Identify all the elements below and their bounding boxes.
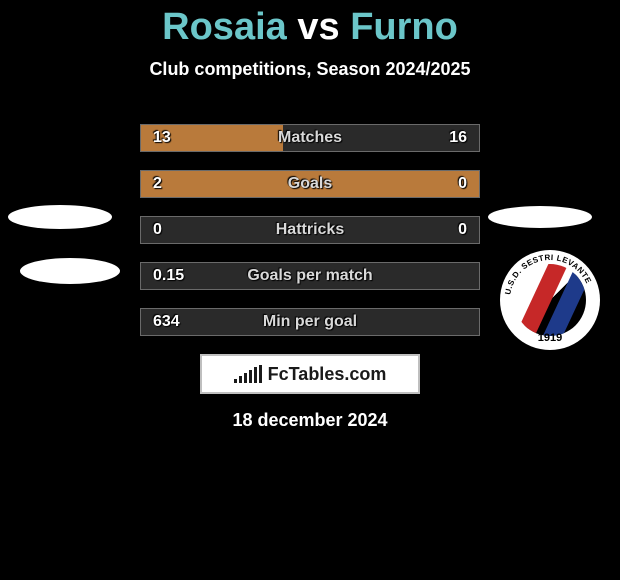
stat-value-left: 0.15 (153, 263, 184, 289)
stat-label: Matches (141, 125, 479, 151)
stat-value-left: 13 (153, 125, 171, 151)
stat-label: Goals (141, 171, 479, 197)
site-tag-text: FcTables.com (268, 364, 387, 385)
stat-row: Hattricks0 0 (140, 216, 480, 244)
page-title: Rosaia vs Furno (0, 0, 620, 49)
stat-label: Hattricks (141, 217, 479, 243)
stat-bars: Matches1316Goals20Hattricks00Goals per m… (140, 124, 480, 354)
right-ellipse-1 (488, 206, 592, 228)
player2-name: Furno (350, 6, 458, 48)
site-tag-bar (239, 376, 242, 383)
stat-row: Goals per match0.15 (140, 262, 480, 290)
site-tag-bar (234, 379, 237, 383)
club-badge: U.S.D. SESTRI LEVANTE 1919 (500, 250, 600, 350)
club-ring-text: U.S.D. SESTRI LEVANTE (503, 253, 593, 295)
stat-label: Min per goal (141, 309, 479, 335)
stat-value-right: 16 (449, 125, 467, 151)
site-tag-bar (254, 367, 257, 383)
site-tag-bar (249, 370, 252, 383)
club-year: 1919 (500, 332, 600, 344)
stat-value-left: 2 (153, 171, 162, 197)
site-tag-bar (259, 365, 262, 383)
subtitle: Club competitions, Season 2024/2025 (0, 59, 620, 80)
stat-value-right: 0 (458, 171, 467, 197)
stat-value-left: 634 (153, 309, 180, 335)
site-tag: FcTables.com (200, 354, 420, 394)
stat-value-left: 0 (153, 217, 162, 243)
stat-row: Min per goal634 (140, 308, 480, 336)
date-line: 18 december 2024 (0, 410, 620, 431)
stat-row: Matches13 16 (140, 124, 480, 152)
vs-label: vs (297, 6, 339, 48)
player1-name: Rosaia (162, 6, 287, 48)
stat-value-right: 0 (458, 217, 467, 243)
stat-label: Goals per match (141, 263, 479, 289)
left-ellipse-2 (20, 258, 120, 284)
site-tag-bars-icon (234, 365, 262, 383)
stat-row: Goals2 0 (140, 170, 480, 198)
site-tag-bar (244, 373, 247, 383)
left-ellipse-1 (8, 205, 112, 229)
